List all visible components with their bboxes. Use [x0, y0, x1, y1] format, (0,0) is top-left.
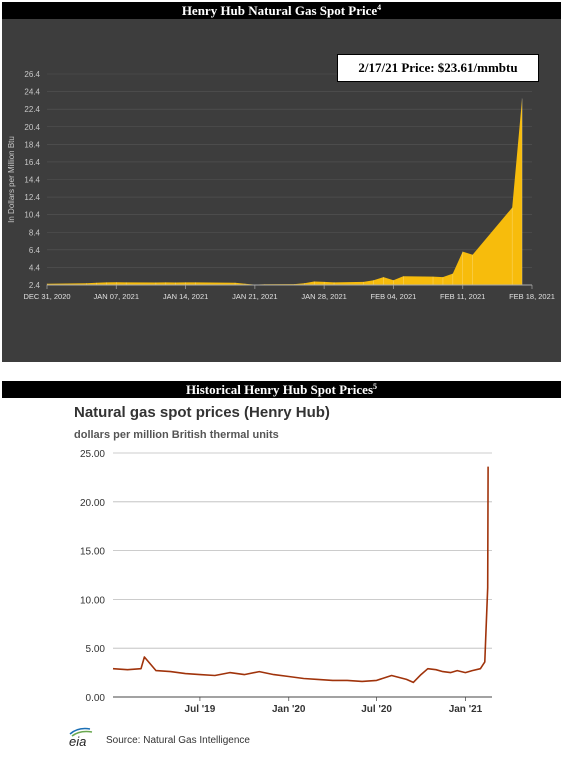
eia-logo: eia — [66, 726, 100, 749]
y-tick-label: 10.00 — [80, 595, 105, 606]
x-tick-label: JAN 21, 2021 — [232, 292, 277, 301]
chart2-source: Source: Natural Gas Intelligence — [106, 735, 250, 746]
y-tick-label: 2.4 — [29, 281, 41, 290]
chart2-banner: Historical Henry Hub Spot Prices5 — [2, 381, 561, 398]
y-tick-label: 10.4 — [24, 211, 40, 220]
chart1-banner-footnote: 4 — [377, 3, 382, 12]
x-tick-label: DEC 31, 2020 — [23, 292, 70, 301]
chart1-banner-text: Henry Hub Natural Gas Spot Price — [181, 3, 378, 18]
spot-price-area-chart: 26.4 24.4 22.4 20.4 18.4 16.4 14.4 12.4 10.4 8.4 6… — [7, 70, 555, 301]
y-tick-label: 20.4 — [24, 123, 40, 132]
y-tick-label: 20.00 — [80, 498, 105, 509]
y-tick-label: 14.4 — [24, 176, 40, 185]
y-tick-label: 6.4 — [29, 246, 41, 255]
y-tick-label: 18.4 — [24, 140, 40, 149]
y-tick-label: 26.4 — [24, 70, 40, 79]
x-tick-label: FEB 11, 2021 — [440, 292, 485, 301]
x-tick-label: Jan '20 — [272, 704, 306, 715]
historical-line-chart: 25.00 20.00 15.00 10.00 5.00 0.00 Jul '19 Jan '… — [80, 449, 492, 715]
y-tick-label: 25.00 — [80, 449, 105, 460]
chart1-banner: Henry Hub Natural Gas Spot Price4 — [2, 2, 561, 19]
y-tick-label: 0.00 — [86, 693, 106, 704]
x-tick-label: FEB 04, 2021 — [370, 292, 416, 301]
x-tick-label: Jan '21 — [449, 704, 483, 715]
historical-panel: 25.00 20.00 15.00 10.00 5.00 0.00 Jul '19 Jan '… — [0, 398, 564, 773]
x-tick-label: FEB 18, 2021 — [509, 292, 555, 301]
y-tick-label: 15.00 — [80, 547, 105, 558]
x-tick-label: Jul '20 — [361, 704, 392, 715]
y-tick-label: 4.4 — [29, 263, 41, 272]
x-tick-label: Jul '19 — [185, 704, 216, 715]
y-tick-label: 16.4 — [24, 158, 40, 167]
chart2-title: Natural gas spot prices (Henry Hub) — [74, 404, 330, 421]
y-axis-title: In Dollars per Million Btu — [7, 136, 16, 223]
chart2-subtitle: dollars per million British thermal unit… — [74, 429, 279, 441]
y-tick-label: 8.4 — [29, 228, 41, 237]
chart2-banner-footnote: 5 — [373, 382, 378, 391]
price-area — [47, 98, 523, 285]
y-tick-label: 22.4 — [24, 105, 40, 114]
price-callout: 2/17/21 Price: $23.61/mmbtu — [337, 54, 539, 82]
x-tick-label: JAN 07, 2021 — [94, 292, 139, 301]
price-line — [112, 466, 489, 684]
svg-text:eia: eia — [69, 734, 86, 748]
x-tick-label: JAN 14, 2021 — [163, 292, 208, 301]
y-tick-label: 5.00 — [86, 644, 106, 655]
x-tick-label: JAN 28, 2021 — [301, 292, 346, 301]
y-tick-label: 12.4 — [24, 193, 40, 202]
y-tick-label: 24.4 — [24, 88, 40, 97]
chart2-banner-text: Historical Henry Hub Spot Prices — [185, 382, 374, 397]
